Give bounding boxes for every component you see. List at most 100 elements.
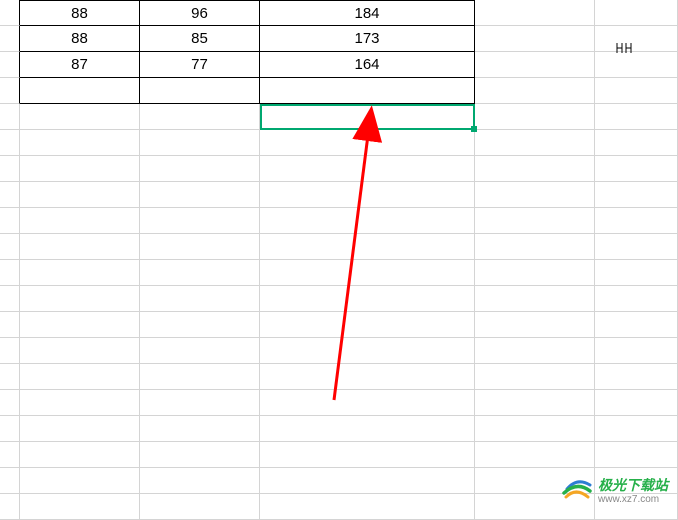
cell[interactable]: 88 bbox=[20, 26, 140, 52]
table-row[interactable] bbox=[0, 208, 678, 234]
cell[interactable] bbox=[595, 234, 678, 260]
cell[interactable] bbox=[20, 338, 140, 364]
cell[interactable] bbox=[0, 156, 20, 182]
table-row[interactable] bbox=[0, 312, 678, 338]
cell[interactable] bbox=[0, 104, 20, 130]
table-row[interactable] bbox=[0, 78, 678, 104]
cell[interactable] bbox=[260, 364, 475, 390]
cell[interactable] bbox=[260, 494, 475, 520]
cell[interactable] bbox=[260, 338, 475, 364]
cell[interactable] bbox=[260, 286, 475, 312]
cell[interactable] bbox=[20, 286, 140, 312]
cell[interactable] bbox=[595, 442, 678, 468]
cell[interactable] bbox=[595, 78, 678, 104]
cell[interactable] bbox=[260, 390, 475, 416]
cell[interactable] bbox=[475, 0, 595, 26]
table-row[interactable] bbox=[0, 234, 678, 260]
cell[interactable] bbox=[140, 130, 260, 156]
cell[interactable] bbox=[475, 234, 595, 260]
cell[interactable] bbox=[0, 208, 20, 234]
cell[interactable]: 87 bbox=[20, 52, 140, 78]
table-row[interactable] bbox=[0, 182, 678, 208]
cell[interactable] bbox=[260, 130, 475, 156]
cell[interactable] bbox=[595, 260, 678, 286]
cell[interactable] bbox=[0, 390, 20, 416]
cell[interactable] bbox=[20, 130, 140, 156]
cell[interactable] bbox=[0, 416, 20, 442]
table-row[interactable] bbox=[0, 390, 678, 416]
cell[interactable] bbox=[20, 234, 140, 260]
cell[interactable] bbox=[140, 260, 260, 286]
cell[interactable] bbox=[0, 182, 20, 208]
table-row[interactable]: 88 96 184 bbox=[0, 0, 678, 26]
cell[interactable] bbox=[20, 416, 140, 442]
cell[interactable] bbox=[0, 312, 20, 338]
cell[interactable] bbox=[0, 364, 20, 390]
cell[interactable] bbox=[20, 156, 140, 182]
cell[interactable] bbox=[595, 286, 678, 312]
cell[interactable] bbox=[475, 442, 595, 468]
table-row[interactable] bbox=[0, 156, 678, 182]
cell[interactable] bbox=[140, 494, 260, 520]
cell[interactable] bbox=[140, 234, 260, 260]
cell[interactable] bbox=[260, 156, 475, 182]
cell[interactable] bbox=[595, 208, 678, 234]
cell[interactable] bbox=[0, 260, 20, 286]
cell[interactable] bbox=[475, 364, 595, 390]
table-row[interactable]: 88 85 173 bbox=[0, 26, 678, 52]
cell[interactable] bbox=[475, 26, 595, 52]
cell[interactable]: 96 bbox=[140, 0, 260, 26]
cell[interactable] bbox=[595, 416, 678, 442]
cell[interactable] bbox=[140, 182, 260, 208]
cell[interactable]: 85 bbox=[140, 26, 260, 52]
cell[interactable] bbox=[0, 286, 20, 312]
cell[interactable] bbox=[0, 234, 20, 260]
table-row[interactable] bbox=[0, 104, 678, 130]
cell[interactable] bbox=[20, 390, 140, 416]
cell[interactable] bbox=[475, 156, 595, 182]
cell[interactable] bbox=[260, 78, 475, 104]
cell[interactable] bbox=[20, 312, 140, 338]
cell[interactable] bbox=[260, 468, 475, 494]
cell[interactable] bbox=[475, 286, 595, 312]
cell[interactable] bbox=[140, 286, 260, 312]
cell[interactable] bbox=[595, 104, 678, 130]
cell[interactable] bbox=[140, 104, 260, 130]
cell[interactable] bbox=[260, 234, 475, 260]
cell[interactable] bbox=[0, 468, 20, 494]
cell[interactable] bbox=[140, 442, 260, 468]
cell[interactable] bbox=[260, 208, 475, 234]
cell[interactable] bbox=[475, 130, 595, 156]
cell[interactable] bbox=[140, 312, 260, 338]
cell[interactable] bbox=[20, 208, 140, 234]
cell[interactable]: 77 bbox=[140, 52, 260, 78]
table-row[interactable] bbox=[0, 260, 678, 286]
table-row[interactable] bbox=[0, 130, 678, 156]
table-row[interactable] bbox=[0, 442, 678, 468]
cell[interactable] bbox=[0, 78, 20, 104]
cell[interactable] bbox=[595, 338, 678, 364]
cell[interactable] bbox=[0, 0, 20, 26]
cell[interactable] bbox=[0, 442, 20, 468]
cell[interactable] bbox=[475, 52, 595, 78]
cell[interactable] bbox=[595, 364, 678, 390]
spreadsheet-grid[interactable]: 88 96 184 88 85 173 87 77 164 bbox=[0, 0, 678, 516]
cell[interactable]: 184 bbox=[260, 0, 475, 26]
table-row[interactable] bbox=[0, 364, 678, 390]
cell[interactable] bbox=[475, 78, 595, 104]
cell[interactable] bbox=[475, 416, 595, 442]
cell[interactable] bbox=[595, 0, 678, 26]
cell[interactable] bbox=[475, 208, 595, 234]
cell[interactable] bbox=[260, 416, 475, 442]
cell[interactable]: 173 bbox=[260, 26, 475, 52]
cell[interactable] bbox=[595, 390, 678, 416]
cell[interactable] bbox=[140, 416, 260, 442]
table-row[interactable] bbox=[0, 416, 678, 442]
table-row[interactable] bbox=[0, 338, 678, 364]
cell[interactable] bbox=[140, 338, 260, 364]
cell[interactable] bbox=[140, 390, 260, 416]
cell[interactable] bbox=[595, 182, 678, 208]
cell[interactable] bbox=[595, 156, 678, 182]
cell[interactable] bbox=[140, 364, 260, 390]
cell[interactable]: 164 bbox=[260, 52, 475, 78]
